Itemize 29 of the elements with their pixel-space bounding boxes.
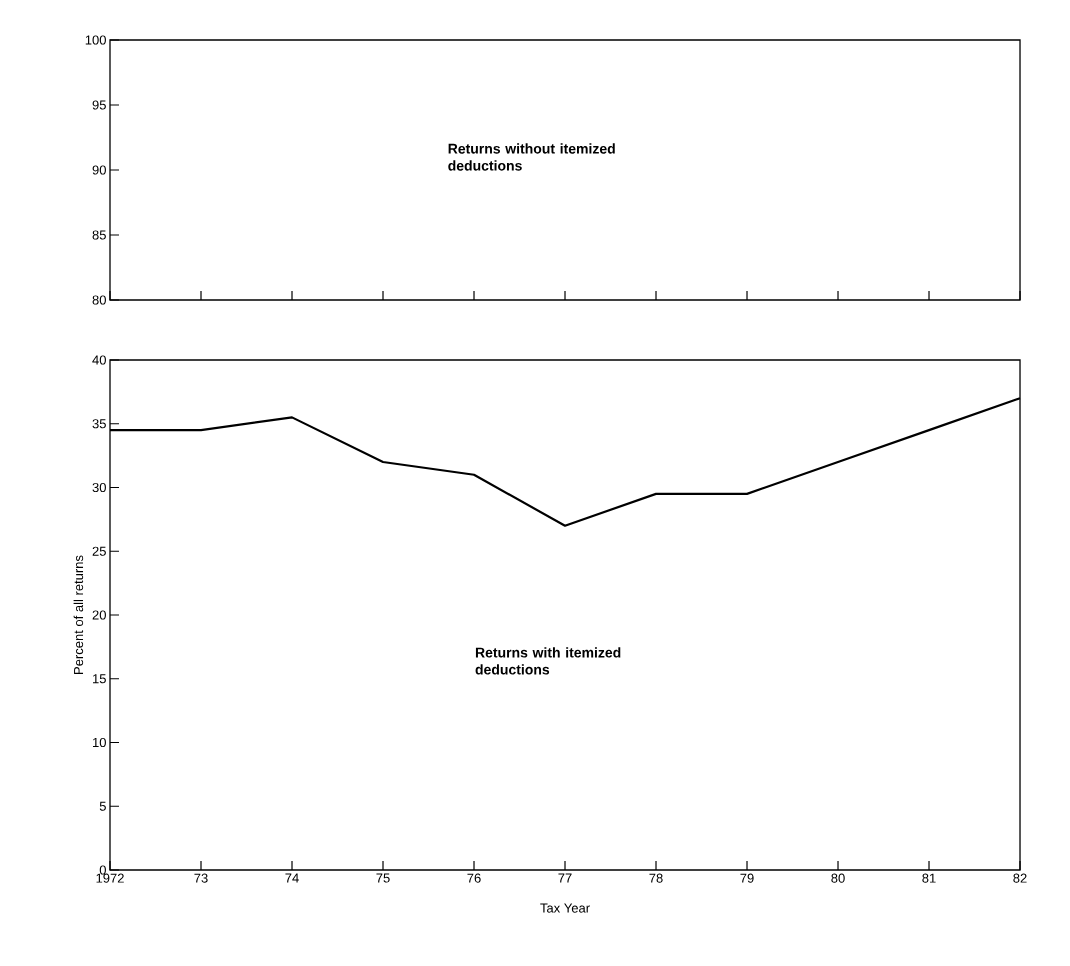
y-tick-label: 35: [92, 419, 106, 429]
x-tick-label: 75: [376, 873, 390, 883]
x-tick-label: 74: [285, 873, 299, 883]
y-tick-label: 95: [92, 100, 106, 110]
y-tick-label: 5: [99, 801, 106, 811]
y-tick-label: 25: [92, 546, 106, 556]
annotation: Returns with itemized deductions: [475, 647, 621, 675]
x-tick-label: 77: [558, 873, 572, 883]
y-tick-label: 20: [92, 610, 106, 620]
y-tick-label: 10: [93, 737, 106, 748]
y-tick-label: 0: [99, 865, 106, 875]
annotation: Returns without itemized deductions: [448, 143, 615, 171]
x-tick-label: 80: [831, 873, 845, 883]
x-tick-label: 1972: [96, 873, 124, 883]
y-axis-title: Percent of all returns: [73, 555, 84, 674]
x-axis-title: Tax Year: [540, 903, 590, 913]
y-tick-label: 85: [92, 230, 106, 240]
y-tick-label: 15: [93, 674, 106, 684]
x-tick-label: 73: [194, 873, 208, 883]
x-tick-label: 76: [467, 873, 481, 883]
x-tick-label: 82: [1013, 873, 1027, 883]
x-tick-label: 78: [649, 873, 663, 883]
x-tick-label: 81: [922, 873, 936, 883]
y-tick-label: 80: [92, 295, 106, 305]
x-tick-label: 79: [740, 873, 754, 883]
y-tick-label: 100: [85, 35, 106, 45]
y-tick-label: 30: [92, 482, 106, 493]
y-tick-label: 40: [92, 355, 106, 365]
y-tick-label: 90: [92, 165, 106, 175]
